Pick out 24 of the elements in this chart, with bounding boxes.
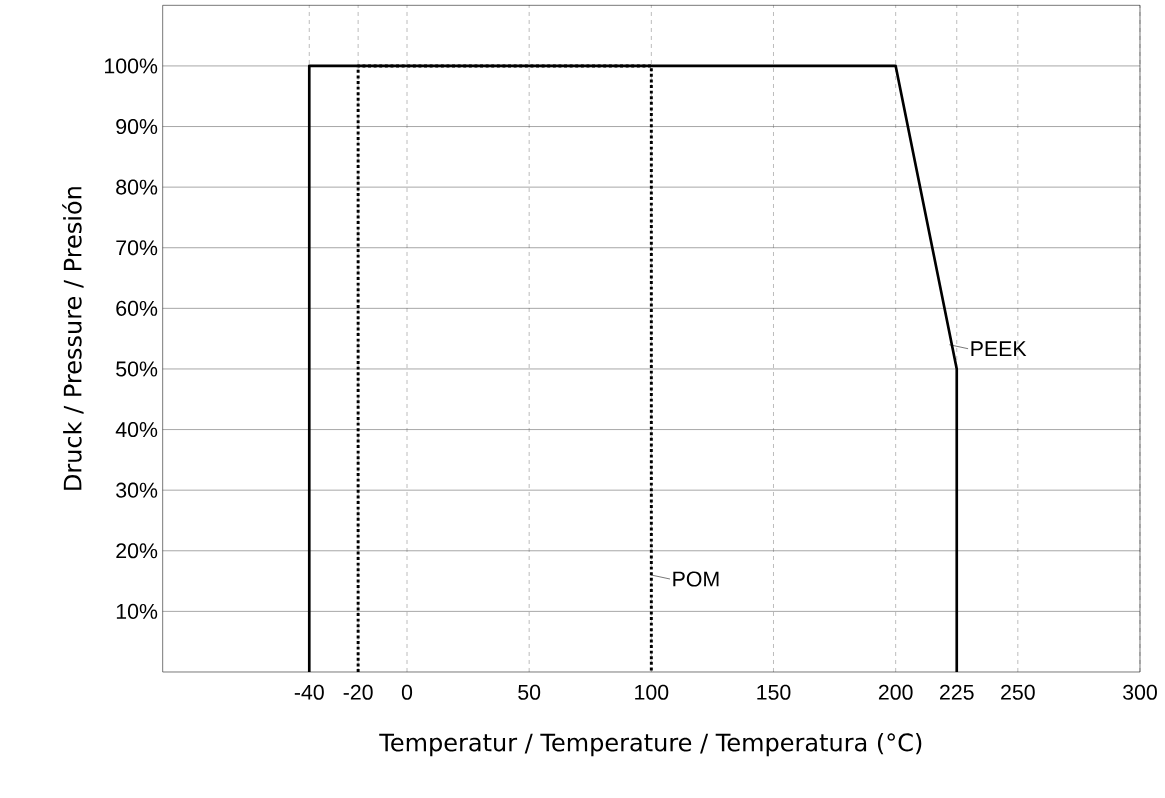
x-axis-title: Temperatur / Temperature / Temperatura (°C)	[379, 732, 922, 757]
x-tick-label: 100	[635, 684, 669, 700]
x-tick-label: 50	[518, 684, 541, 700]
y-tick-label: 50%	[116, 361, 158, 377]
y-tick-label: 100%	[105, 58, 158, 74]
x-tick-label: 300	[1123, 684, 1157, 700]
y-tick-label: 60%	[116, 300, 158, 316]
y-tick-label: 70%	[116, 240, 158, 256]
y-tick-label: 30%	[116, 482, 158, 498]
y-tick-label: 10%	[116, 603, 158, 619]
y-tick-label: 90%	[116, 118, 158, 135]
x-tick-label: 200	[878, 684, 913, 700]
x-tick-label: 250	[1001, 684, 1035, 700]
annotation: PEEK	[971, 341, 1027, 357]
x-tick-label: 0	[401, 684, 413, 700]
y-axis-title: Druck / Pressure / Presión	[62, 187, 84, 490]
y-tick-label: 80%	[116, 179, 158, 195]
x-tick-label: 150	[757, 684, 791, 700]
x-tick-label: -20	[343, 684, 373, 700]
annotation: POM	[673, 571, 719, 587]
x-tick-label: -40	[294, 684, 324, 700]
y-tick-label: 40%	[115, 422, 158, 438]
y-tick-label: 20%	[116, 543, 158, 559]
x-tick-label: 225	[940, 684, 974, 700]
